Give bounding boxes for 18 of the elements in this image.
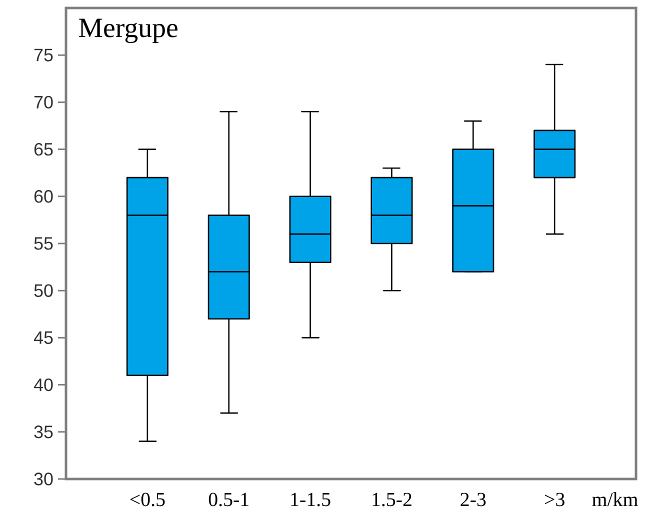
chart-title: Mergupe xyxy=(78,18,178,44)
x-axis-title: m/km xyxy=(592,492,638,506)
y-tick-label: 65 xyxy=(34,142,53,156)
x-tick-label: >3 xyxy=(544,492,564,506)
y-tick-label: 70 xyxy=(34,96,53,109)
y-tick-label: 55 xyxy=(34,237,53,250)
y-tick-label: 35 xyxy=(34,426,53,438)
x-tick-label: 0.5-1 xyxy=(208,492,248,506)
x-tick-label: <0.5 xyxy=(130,492,165,506)
y-tick-label: 45 xyxy=(34,331,53,344)
y-tick-label: 60 xyxy=(34,190,53,203)
y-tick-label: 40 xyxy=(34,378,53,392)
y-tick-label: 30 xyxy=(34,472,53,486)
x-tick-label: 2-3 xyxy=(460,492,486,506)
y-tick-label: 50 xyxy=(34,284,53,297)
x-tick-label: 1-1.5 xyxy=(291,492,330,506)
y-tick-label: 75 xyxy=(34,48,53,62)
x-tick-label: 1.5-2 xyxy=(372,492,412,506)
